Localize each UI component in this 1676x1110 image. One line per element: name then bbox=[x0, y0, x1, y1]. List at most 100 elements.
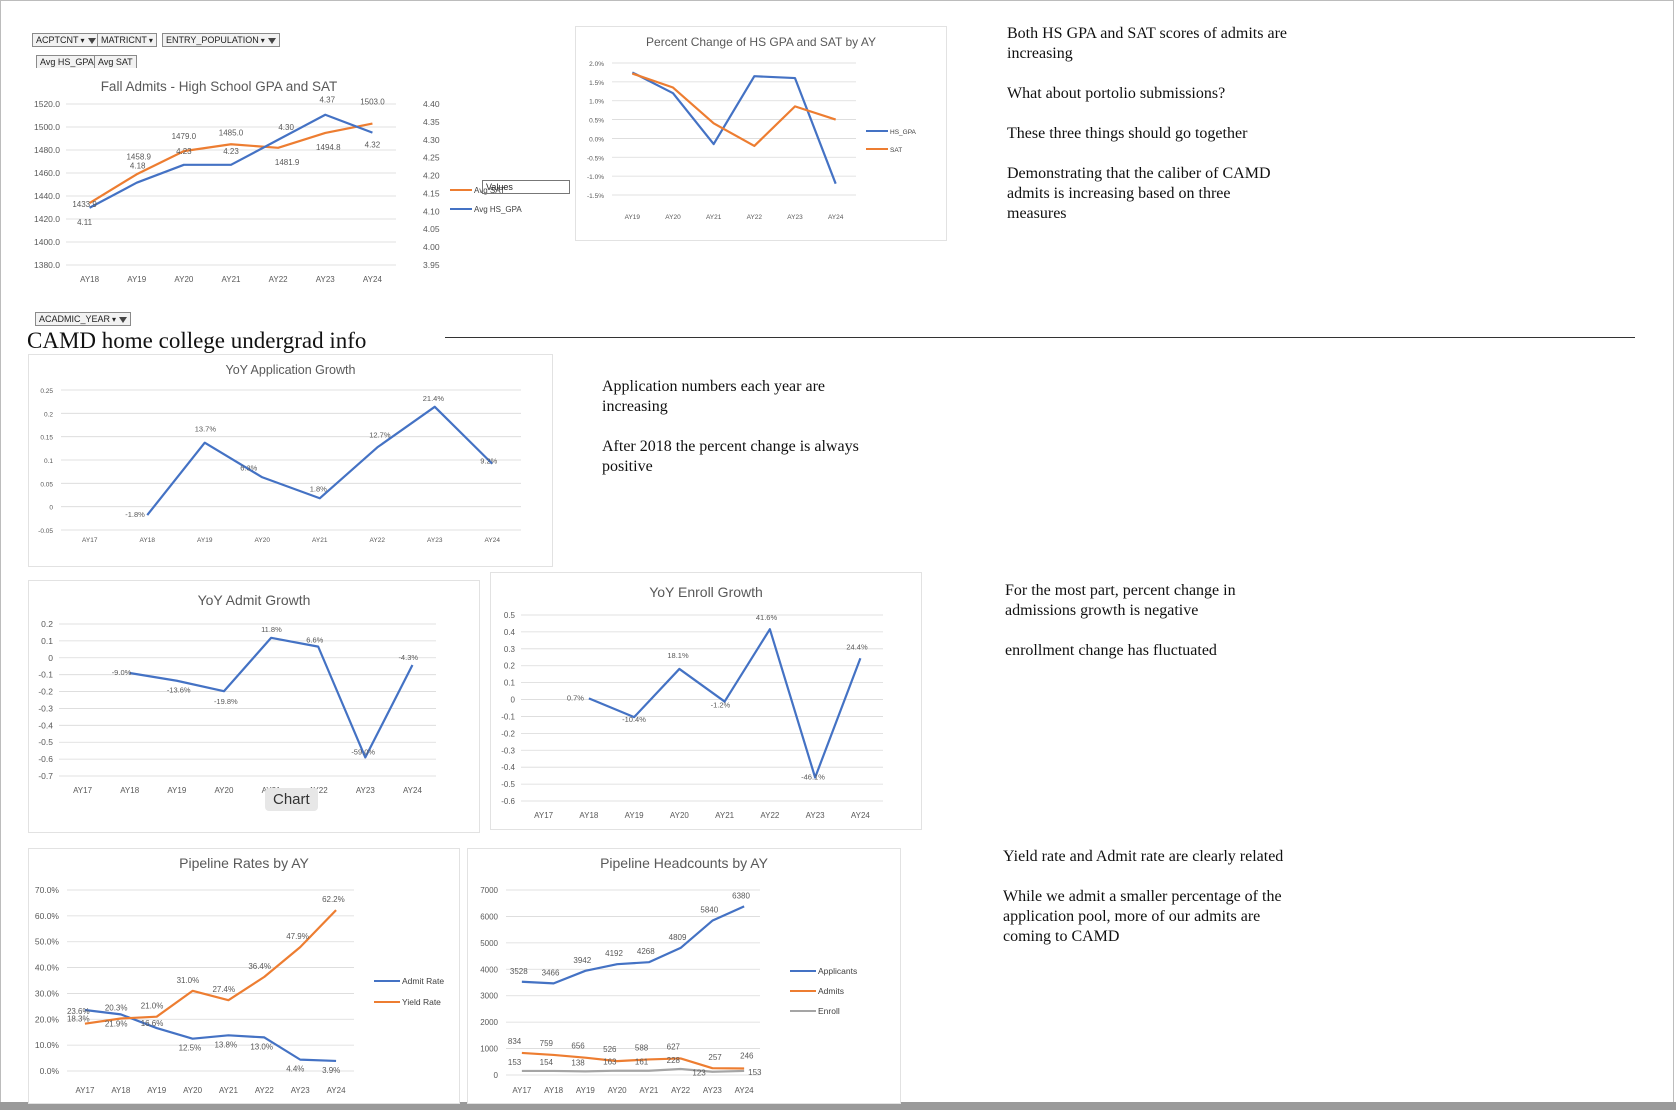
chart-pipeline-rates[interactable]: 70.0% 60.0% 50.0% 40.0% 30.0% 20.0% 10.0% 0.0% A… bbox=[28, 848, 460, 1104]
data-label: 3528 bbox=[510, 967, 528, 976]
data-label: 627 bbox=[667, 1042, 681, 1051]
data-label: 526 bbox=[603, 1045, 617, 1054]
x-tick-label: AY19 bbox=[127, 275, 147, 284]
data-label: 12.5% bbox=[179, 1044, 202, 1053]
x-tick-label: AY23 bbox=[787, 214, 803, 221]
notes-applications: Application numbers each year are increa… bbox=[602, 377, 872, 477]
data-label: -19.8% bbox=[214, 697, 238, 706]
pivot-filter-matricnt[interactable]: MATRICNT ▾ bbox=[97, 33, 157, 47]
y-tick-label: 3000 bbox=[480, 992, 498, 1001]
data-label: 123 bbox=[692, 1069, 706, 1078]
y-tick-label: -0.5% bbox=[587, 155, 604, 162]
pivot-axis-field[interactable]: ACADMIC_YEAR ▾ bbox=[35, 312, 132, 326]
y-tick-label: -0.3 bbox=[501, 746, 515, 755]
chevron-down-icon: ▾ bbox=[260, 36, 265, 45]
y-tick-label: 40.0% bbox=[35, 963, 60, 973]
data-label: 163 bbox=[603, 1058, 617, 1067]
legend-title: Values bbox=[486, 182, 513, 192]
data-label: 21.9% bbox=[105, 1019, 128, 1028]
pivot-value-avg-sat[interactable]: Avg SAT bbox=[94, 55, 137, 69]
x-tick-label: AY19 bbox=[167, 786, 187, 795]
data-label: 13.8% bbox=[214, 1040, 237, 1049]
y-tick-label: -0.2 bbox=[501, 729, 515, 738]
y-tick-label: 0.15 bbox=[40, 435, 53, 442]
data-label: -10.4% bbox=[622, 715, 646, 724]
chart-percent-change[interactable]: 2.0% 1.5% 1.0% 0.5% 0.0% -0.5% -1.0% -1.5% AY19 A… bbox=[575, 26, 947, 241]
legend-label: Admit Rate bbox=[402, 976, 444, 986]
chart-svg: 2.0% 1.5% 1.0% 0.5% 0.0% -0.5% -1.0% -1.5% AY19 A… bbox=[587, 61, 917, 221]
y-tick-label: 1.0% bbox=[589, 99, 604, 106]
legend-label: Avg SAT bbox=[474, 186, 505, 195]
data-label: -1.8% bbox=[125, 510, 145, 519]
data-label: -13.6% bbox=[167, 686, 191, 695]
chart-tooltip: Chart bbox=[265, 788, 318, 811]
data-label: 246 bbox=[740, 1051, 754, 1060]
chart-yoy-application-growth[interactable]: 0.25 0.2 0.15 0.1 0.05 0 -0.05 AY17 AY18 AY19 AY20… bbox=[28, 354, 553, 567]
data-label: 21.4% bbox=[423, 394, 445, 403]
data-label: 1494.8 bbox=[316, 143, 341, 152]
chart-title: Fall Admits - High School GPA and SAT bbox=[100, 78, 338, 94]
x-tick-label: AY20 bbox=[608, 1086, 628, 1095]
x-tick-label: AY24 bbox=[485, 537, 501, 544]
x-tick-label: AY22 bbox=[760, 811, 780, 820]
filter-icon bbox=[267, 37, 276, 44]
data-label: 16.6% bbox=[141, 1019, 164, 1028]
x-tick-label: AY21 bbox=[222, 275, 242, 284]
data-label: 153 bbox=[508, 1058, 522, 1067]
x-tick-label: AY20 bbox=[255, 537, 271, 544]
chart-fall-admits[interactable]: 1520.0 1500.0 1480.0 1460.0 1440.0 1420.0 1400… bbox=[30, 68, 590, 300]
data-label: 62.2% bbox=[322, 895, 345, 904]
data-label: 6.3% bbox=[240, 463, 257, 472]
x-tick-label: AY21 bbox=[715, 811, 735, 820]
scroll-bar[interactable] bbox=[0, 1102, 1676, 1110]
y-tick-label: -0.4 bbox=[501, 763, 515, 772]
y-tick-label: 1000 bbox=[480, 1045, 498, 1054]
y-tick-label: 1380.0 bbox=[34, 260, 60, 270]
x-tick-label: AY20 bbox=[214, 786, 234, 795]
y-tick-label: -0.2 bbox=[38, 687, 53, 697]
y-tick-label: 1.5% bbox=[589, 80, 604, 87]
series-line-applicants bbox=[521, 905, 745, 985]
data-label: 31.0% bbox=[177, 976, 200, 985]
data-label: 1458.9 bbox=[126, 152, 151, 161]
pivot-filter-label: ACPTCNT bbox=[36, 35, 79, 45]
x-tick-label: AY22 bbox=[671, 1086, 691, 1095]
y-tick-label: 4000 bbox=[480, 965, 498, 974]
data-label: 12.7% bbox=[369, 430, 391, 439]
data-label: 4.32 bbox=[365, 141, 381, 150]
data-label: 4809 bbox=[669, 933, 687, 942]
x-tick-label: AY18 bbox=[120, 786, 140, 795]
chart-yoy-admit-growth[interactable]: 0.2 0.1 0 -0.1 -0.2 -0.3 -0.4 -0.5 -0.6 -0.7 AY17 A… bbox=[28, 580, 480, 833]
y-tick-label: -0.6 bbox=[38, 754, 53, 764]
y-tick-label: -1.5% bbox=[587, 193, 604, 200]
y-tick-label: -0.3 bbox=[38, 703, 53, 713]
data-label: 27.4% bbox=[212, 985, 235, 994]
pivot-filter-entry-population[interactable]: ENTRY_POPULATION ▾ bbox=[162, 33, 280, 47]
data-label: 656 bbox=[571, 1042, 585, 1051]
chart-svg: 0.25 0.2 0.15 0.1 0.05 0 -0.05 AY17 AY18 AY19 AY20… bbox=[38, 388, 521, 544]
y-tick-label-right: 4.30 bbox=[423, 135, 440, 145]
y-tick-label: -0.05 bbox=[38, 528, 53, 535]
data-label: 257 bbox=[708, 1053, 722, 1062]
x-tick-label: AY20 bbox=[183, 1086, 203, 1095]
legend-label: Applicants bbox=[818, 966, 857, 976]
chevron-down-icon: ▾ bbox=[148, 36, 153, 45]
section-divider bbox=[445, 337, 1635, 338]
note-text: Application numbers each year are increa… bbox=[602, 378, 826, 415]
x-tick-label: AY20 bbox=[174, 275, 194, 284]
pivot-filter-acptcnt[interactable]: ACPTCNT ▾ bbox=[32, 33, 100, 47]
pivot-value-avg-hs-gpa[interactable]: Avg HS_GPA bbox=[36, 55, 98, 69]
note-text: Both HS GPA and SAT scores of admits are… bbox=[1007, 25, 1287, 62]
chart-title: YoY Enroll Growth bbox=[649, 584, 763, 600]
x-tick-label: AY23 bbox=[703, 1086, 723, 1095]
y-tick-label: 0.2 bbox=[41, 619, 53, 629]
data-label: 4.11 bbox=[77, 218, 93, 227]
data-label: 4.4% bbox=[286, 1065, 304, 1074]
y-tick-label: 1400.0 bbox=[34, 237, 60, 247]
chart-yoy-enroll-growth[interactable]: 0.5 0.4 0.3 0.2 0.1 0 -0.1 -0.2 -0.3 -0.4 -0.5 -0.6… bbox=[490, 572, 922, 830]
y-tick-label-right: 4.05 bbox=[423, 224, 440, 234]
notes-pipeline: Yield rate and Admit rate are clearly re… bbox=[1003, 847, 1288, 947]
chart-pipeline-headcounts[interactable]: 7000 6000 5000 4000 3000 2000 1000 0 AY17 AY18 AY1… bbox=[467, 848, 901, 1104]
y-tick-label: 0.5% bbox=[589, 118, 604, 125]
y-tick-label: 0.0% bbox=[40, 1066, 60, 1076]
